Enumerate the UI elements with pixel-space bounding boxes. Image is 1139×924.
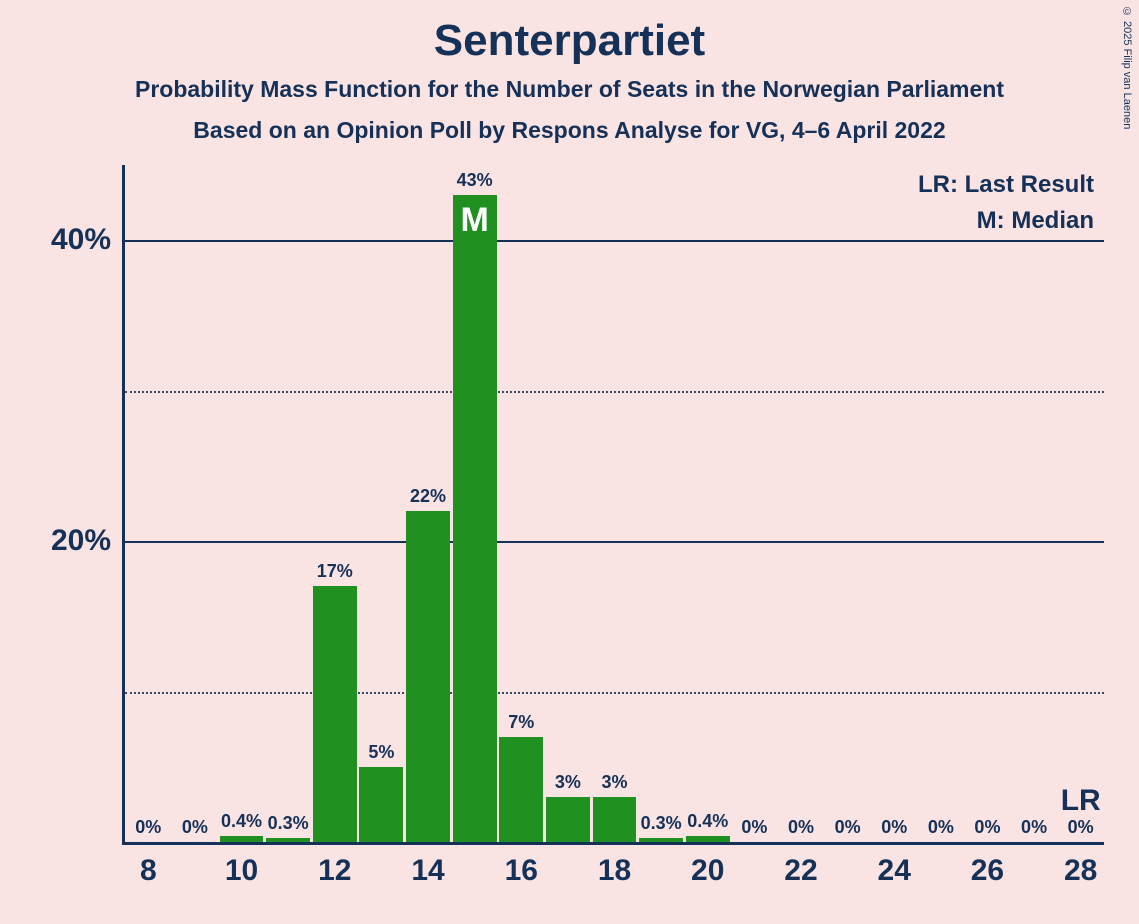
x-axis-label: 14 — [411, 842, 444, 888]
chart-subtitle-2: Based on an Opinion Poll by Respons Anal… — [0, 117, 1139, 144]
bar-value-label: 0.4% — [687, 811, 728, 836]
bar-value-label: 0.3% — [268, 813, 309, 838]
gridline-major — [125, 240, 1104, 242]
bar-value-label: 17% — [317, 561, 353, 586]
bar-seat-14: 22% — [406, 511, 450, 842]
x-axis-label: 10 — [225, 842, 258, 888]
x-axis-label: 18 — [598, 842, 631, 888]
bar-value-label: 0% — [928, 817, 954, 842]
bar-value-label: 0% — [974, 817, 1000, 842]
bar-value-label: 0% — [1068, 817, 1094, 842]
median-marker: M — [460, 201, 488, 240]
legend-median: M: Median — [977, 207, 1094, 235]
x-axis-label: 22 — [784, 842, 817, 888]
y-axis-label: 20% — [51, 524, 125, 558]
bar-seat-15: 43%M — [453, 195, 497, 842]
bar-seat-12: 17% — [313, 586, 357, 842]
gridline-minor — [125, 391, 1104, 393]
bar-seat-17: 3% — [546, 797, 590, 842]
bar-value-label: 7% — [508, 712, 534, 737]
gridline-major — [125, 541, 1104, 543]
x-axis-label: 16 — [505, 842, 538, 888]
bar-value-label: 0% — [835, 817, 861, 842]
bar-value-label: 3% — [555, 772, 581, 797]
bar-seat-18: 3% — [593, 797, 637, 842]
bar-seat-19: 0.3% — [639, 838, 683, 843]
x-axis-label: 24 — [878, 842, 911, 888]
chart-title: Senterpartiet — [0, 0, 1139, 66]
bar-seat-16: 7% — [499, 737, 543, 842]
bar-seat-11: 0.3% — [266, 838, 310, 843]
bar-value-label: 0% — [788, 817, 814, 842]
bar-value-label: 0% — [881, 817, 907, 842]
bar-value-label: 5% — [368, 742, 394, 767]
plot-area: LR: Last Result M: Median 20%40%0%0%0.4%… — [122, 165, 1104, 845]
bar-value-label: 0% — [741, 817, 767, 842]
y-axis-label: 40% — [51, 223, 125, 257]
chart-area: LR: Last Result M: Median 20% 40% 0% 0% 0.4%… — [0, 165, 1139, 924]
bar-value-label: 0.3% — [641, 813, 682, 838]
bar-value-label: 0% — [182, 817, 208, 842]
x-axis-label: 12 — [318, 842, 351, 888]
legend-last-result: LR: Last Result — [918, 171, 1094, 199]
last-result-marker: LR — [1061, 784, 1101, 818]
bar-value-label: 0% — [135, 817, 161, 842]
x-axis-label: 20 — [691, 842, 724, 888]
bar-value-label: 22% — [410, 486, 446, 511]
bar-value-label: 0.4% — [221, 811, 262, 836]
x-axis-label: 28 — [1064, 842, 1097, 888]
x-axis-label: 8 — [140, 842, 157, 888]
gridline-minor — [125, 692, 1104, 694]
bar-value-label: 43% — [457, 170, 493, 195]
copyright-notice: © 2025 Filip van Laenen — [1121, 6, 1133, 129]
chart-subtitle-1: Probability Mass Function for the Number… — [0, 76, 1139, 103]
x-axis-label: 26 — [971, 842, 1004, 888]
bar-value-label: 3% — [601, 772, 627, 797]
bar-value-label: 0% — [1021, 817, 1047, 842]
bar-seat-13: 5% — [359, 767, 403, 842]
